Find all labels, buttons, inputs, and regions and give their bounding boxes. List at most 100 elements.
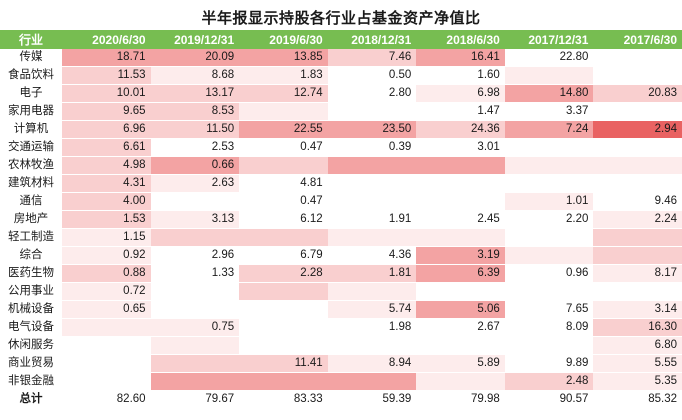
value-cell: 4.36 [327, 246, 417, 265]
value-cell [239, 282, 328, 301]
value-cell [504, 228, 594, 247]
value-cell [593, 156, 682, 175]
value-cell [416, 228, 505, 247]
value-cell: 16.30 [593, 318, 682, 337]
value-cell: 20.09 [150, 49, 240, 67]
value-cell: 5.74 [327, 300, 417, 319]
value-cell: 0.47 [239, 138, 328, 157]
value-cell: 4.98 [62, 156, 151, 175]
value-cell [593, 246, 682, 265]
value-cell [327, 192, 417, 211]
value-cell: 8.68 [150, 66, 240, 85]
value-cell: 2.80 [327, 84, 417, 103]
value-cell: 1.53 [62, 210, 151, 229]
value-cell: 4.31 [62, 174, 151, 193]
value-cell: 59.39 [327, 390, 417, 409]
table-row: 计算机 6.96 11.50 22.55 23.50 24.36 7.24 2.94 [0, 120, 682, 139]
table-row: 农林牧渔 4.98 0.66 [0, 156, 682, 175]
value-cell: 13.17 [150, 84, 240, 103]
table-row: 非银金融 2.48 5.35 [0, 372, 682, 391]
value-cell: 2.67 [416, 318, 505, 337]
value-cell: 0.72 [62, 282, 151, 301]
value-cell: 5.06 [416, 300, 505, 319]
value-cell [239, 228, 328, 247]
row-label: 综合 [0, 246, 62, 265]
value-cell: 3.01 [416, 138, 505, 157]
value-cell: 79.67 [150, 390, 240, 409]
table-row: 食品饮料 11.53 8.68 1.83 0.50 1.60 [0, 66, 682, 85]
row-label: 电子 [0, 84, 62, 103]
row-label: 公用事业 [0, 282, 62, 301]
value-cell [504, 156, 594, 175]
value-cell: 8.94 [327, 354, 417, 373]
value-cell [504, 174, 594, 193]
value-cell: 3.37 [504, 102, 594, 121]
value-cell [416, 192, 505, 211]
table-row: 电气设备 0.75 1.98 2.67 8.09 16.30 [0, 318, 682, 337]
value-cell [150, 228, 240, 247]
row-label: 家用电器 [0, 102, 62, 121]
value-cell [327, 282, 417, 301]
row-label: 计算机 [0, 120, 62, 139]
row-label: 机械设备 [0, 300, 62, 319]
value-cell: 14.80 [504, 84, 594, 103]
value-cell: 9.46 [593, 192, 682, 211]
value-cell: 2.94 [593, 120, 682, 139]
table-row: 综合 0.92 2.96 6.79 4.36 3.19 [0, 246, 682, 265]
value-cell: 1.83 [239, 66, 328, 85]
value-cell: 85.32 [593, 390, 682, 409]
value-cell [416, 372, 505, 391]
value-cell: 8.09 [504, 318, 594, 337]
value-cell [239, 156, 328, 175]
column-header-date: 2017/12/31 [504, 30, 594, 49]
value-cell [62, 372, 151, 391]
value-cell [327, 228, 417, 247]
value-cell: 1.81 [327, 264, 417, 283]
column-header-date: 2019/6/30 [239, 30, 328, 49]
chart-title: 半年报显示持股各行业占基金资产净值比 [201, 10, 481, 27]
table-row: 传媒 18.71 20.09 13.85 7.46 16.41 22.80 [0, 49, 682, 67]
value-cell: 2.48 [504, 372, 594, 391]
industry-heatmap-table: 行业 2020/6/30 2019/12/31 2019/6/30 2018/12/31… [0, 30, 682, 409]
table-row: 轻工制造 1.15 [0, 228, 682, 247]
value-cell: 0.88 [62, 264, 151, 283]
value-cell [593, 138, 682, 157]
row-label: 传媒 [0, 49, 62, 67]
value-cell [150, 372, 240, 391]
value-cell: 16.41 [416, 49, 505, 67]
value-cell [150, 282, 240, 301]
value-cell [504, 336, 594, 355]
row-label: 房地产 [0, 210, 62, 229]
value-cell: 9.89 [504, 354, 594, 373]
value-cell: 6.96 [62, 120, 151, 139]
value-cell: 4.00 [62, 192, 151, 211]
header-row: 行业 2020/6/30 2019/12/31 2019/6/30 2018/12/31… [0, 30, 682, 49]
value-cell: 8.53 [150, 102, 240, 121]
value-cell: 83.33 [239, 390, 328, 409]
value-cell: 90.57 [504, 390, 594, 409]
value-cell [593, 282, 682, 301]
value-cell [416, 336, 505, 355]
value-cell: 2.96 [150, 246, 240, 265]
value-cell [504, 282, 594, 301]
value-cell: 20.83 [593, 84, 682, 103]
value-cell: 1.33 [150, 264, 240, 283]
value-cell [593, 228, 682, 247]
value-cell [593, 49, 682, 67]
table-row: 建筑材料 4.31 2.63 4.81 [0, 174, 682, 193]
value-cell: 1.47 [416, 102, 505, 121]
value-cell: 0.75 [150, 318, 240, 337]
value-cell: 0.39 [327, 138, 417, 157]
value-cell: 2.45 [416, 210, 505, 229]
value-cell: 24.36 [416, 120, 505, 139]
value-cell: 6.79 [239, 246, 328, 265]
value-cell: 22.55 [239, 120, 328, 139]
table-row: 医药生物 0.88 1.33 2.28 1.81 6.39 0.96 8.17 [0, 264, 682, 283]
value-cell: 2.24 [593, 210, 682, 229]
value-cell: 11.50 [150, 120, 240, 139]
value-cell [150, 354, 240, 373]
value-cell: 2.63 [150, 174, 240, 193]
value-cell: 1.91 [327, 210, 417, 229]
value-cell: 1.98 [327, 318, 417, 337]
table-header: 行业 2020/6/30 2019/12/31 2019/6/30 2018/12/31… [0, 30, 682, 49]
